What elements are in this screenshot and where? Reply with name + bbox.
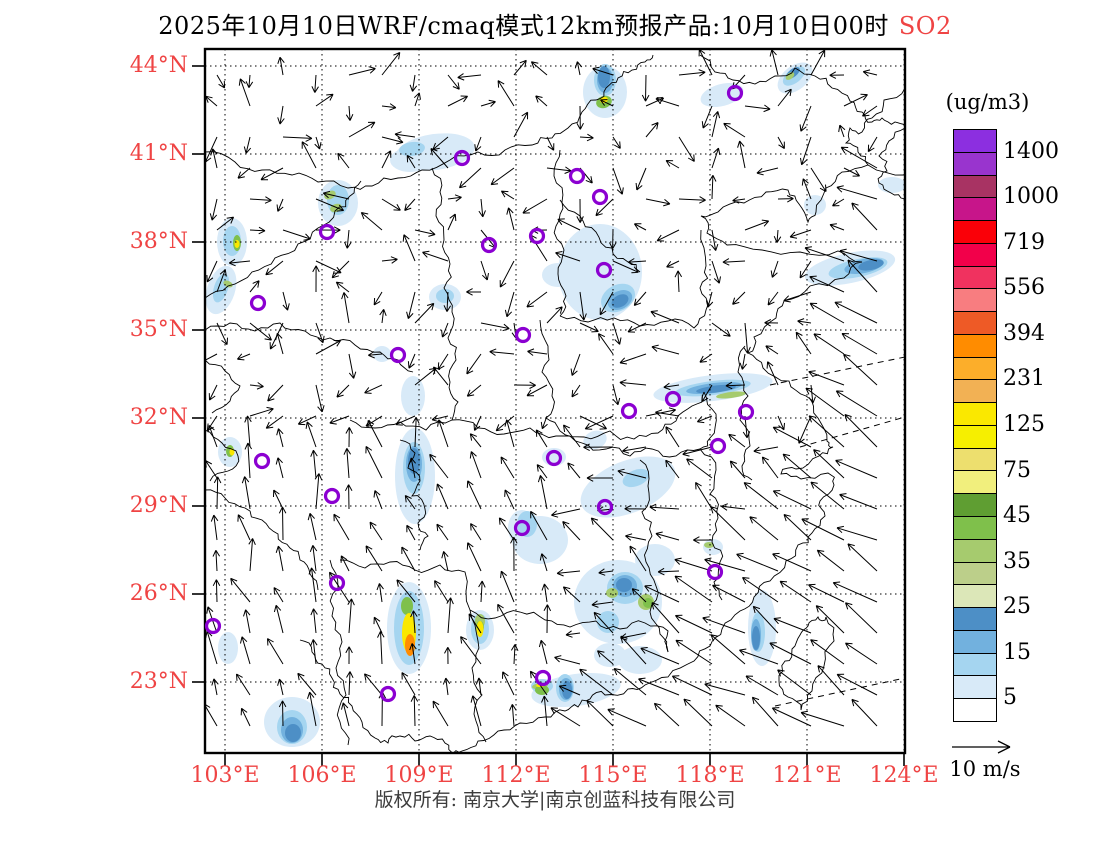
legend-colorbar xyxy=(953,129,997,722)
station-marker xyxy=(528,227,546,245)
legend-color-block xyxy=(953,151,997,176)
legend-color-block xyxy=(953,402,997,426)
legend-color-block xyxy=(953,242,997,267)
station-marker xyxy=(513,519,531,537)
lon-label: 103°E xyxy=(190,763,260,788)
legend-value: 125 xyxy=(1003,412,1045,437)
legend-value: 556 xyxy=(1003,275,1045,301)
lat-label: 23°N xyxy=(129,669,188,694)
lat-label: 26°N xyxy=(129,581,188,606)
station-marker xyxy=(545,449,563,467)
legend-value: 1000 xyxy=(1003,184,1059,210)
legend-color-block xyxy=(953,333,997,358)
lon-label: 115°E xyxy=(578,763,648,788)
title-main: 2025年10月10日WRF/cmaq模式12km预报产品:10月10日00时 xyxy=(158,12,889,40)
legend-value: 1400 xyxy=(1003,138,1059,164)
legend-color-block xyxy=(953,629,997,654)
legend-value-labels: 1400 1000 719 556 394 231 125 75 45 35 25 15 5 xyxy=(1003,130,1093,722)
legend-value: 5 xyxy=(1003,685,1017,711)
station-marker xyxy=(253,452,271,470)
lat-label: 35°N xyxy=(129,317,188,342)
legend-color-block xyxy=(953,197,997,222)
lat-label: 32°N xyxy=(129,405,188,430)
legend-value: 231 xyxy=(1003,366,1045,392)
lon-label: 124°E xyxy=(869,763,939,788)
legend-color-block xyxy=(953,675,997,700)
legend-color-block xyxy=(953,698,997,722)
legend-value: 75 xyxy=(1003,457,1031,483)
lon-label: 118°E xyxy=(675,763,745,788)
station-marker xyxy=(534,669,552,687)
map-canvas xyxy=(192,47,907,766)
station-marker xyxy=(591,188,609,206)
station-marker xyxy=(706,563,724,581)
legend-color-block xyxy=(953,129,997,153)
legend-color-block xyxy=(953,584,997,609)
legend-color-block xyxy=(953,561,997,586)
lon-label: 109°E xyxy=(384,763,454,788)
station-marker xyxy=(596,498,614,516)
station-marker xyxy=(664,390,682,408)
copyright-footer: 版权所有: 南京大学|南京创蓝科技有限公司 xyxy=(374,789,736,811)
station-marker xyxy=(726,84,744,102)
legend-color-block xyxy=(953,174,997,199)
station-marker xyxy=(595,261,613,279)
station-marker xyxy=(323,487,341,505)
wind-scale-arrow xyxy=(952,740,1011,754)
station-marker xyxy=(379,685,397,703)
legend-color-block xyxy=(953,288,997,313)
station-marker xyxy=(480,236,498,254)
legend-color-block xyxy=(953,607,997,631)
legend-value: 45 xyxy=(1003,503,1031,529)
legend-color-block xyxy=(953,424,997,449)
title-species: SO2 xyxy=(898,12,952,40)
station-marker xyxy=(328,574,346,592)
legend-color-block xyxy=(953,379,997,404)
station-marker xyxy=(709,437,727,455)
lon-label: 106°E xyxy=(287,763,357,788)
station-marker xyxy=(737,403,755,421)
legend-value: 719 xyxy=(1003,229,1045,255)
legend-value: 25 xyxy=(1003,594,1031,620)
page-title: 2025年10月10日WRF/cmaq模式12km预报产品:10月10日00时 S… xyxy=(150,6,960,41)
station-marker xyxy=(453,149,471,167)
station-marker xyxy=(620,402,638,420)
station-marker xyxy=(389,346,407,364)
legend-color-block xyxy=(953,470,997,495)
station-marker xyxy=(514,326,532,344)
legend-color-block xyxy=(953,356,997,381)
legend-color-block xyxy=(953,220,997,244)
legend-color-block xyxy=(953,447,997,472)
station-marker xyxy=(204,617,222,635)
lon-label: 121°E xyxy=(772,763,842,788)
legend-color-block xyxy=(953,538,997,563)
legend-value: 35 xyxy=(1003,548,1031,574)
station-marker xyxy=(568,167,586,185)
legend-color-block xyxy=(953,516,997,540)
legend-value: 394 xyxy=(1003,320,1045,346)
lat-label: 38°N xyxy=(129,229,188,254)
legend-color-block xyxy=(953,493,997,518)
lon-label: 112°E xyxy=(481,763,551,788)
lat-label: 41°N xyxy=(129,141,188,166)
lat-label: 29°N xyxy=(129,493,188,518)
lat-label: 44°N xyxy=(129,53,188,78)
legend-color-block xyxy=(953,265,997,290)
legend-color-block xyxy=(953,311,997,335)
station-marker xyxy=(318,223,336,241)
legend-color-block xyxy=(953,652,997,677)
station-marker xyxy=(249,294,267,312)
wind-scale-label: 10 m/s xyxy=(949,757,1021,781)
legend-value: 15 xyxy=(1003,639,1031,665)
legend-unit-label: (ug/m3) xyxy=(945,90,1030,114)
